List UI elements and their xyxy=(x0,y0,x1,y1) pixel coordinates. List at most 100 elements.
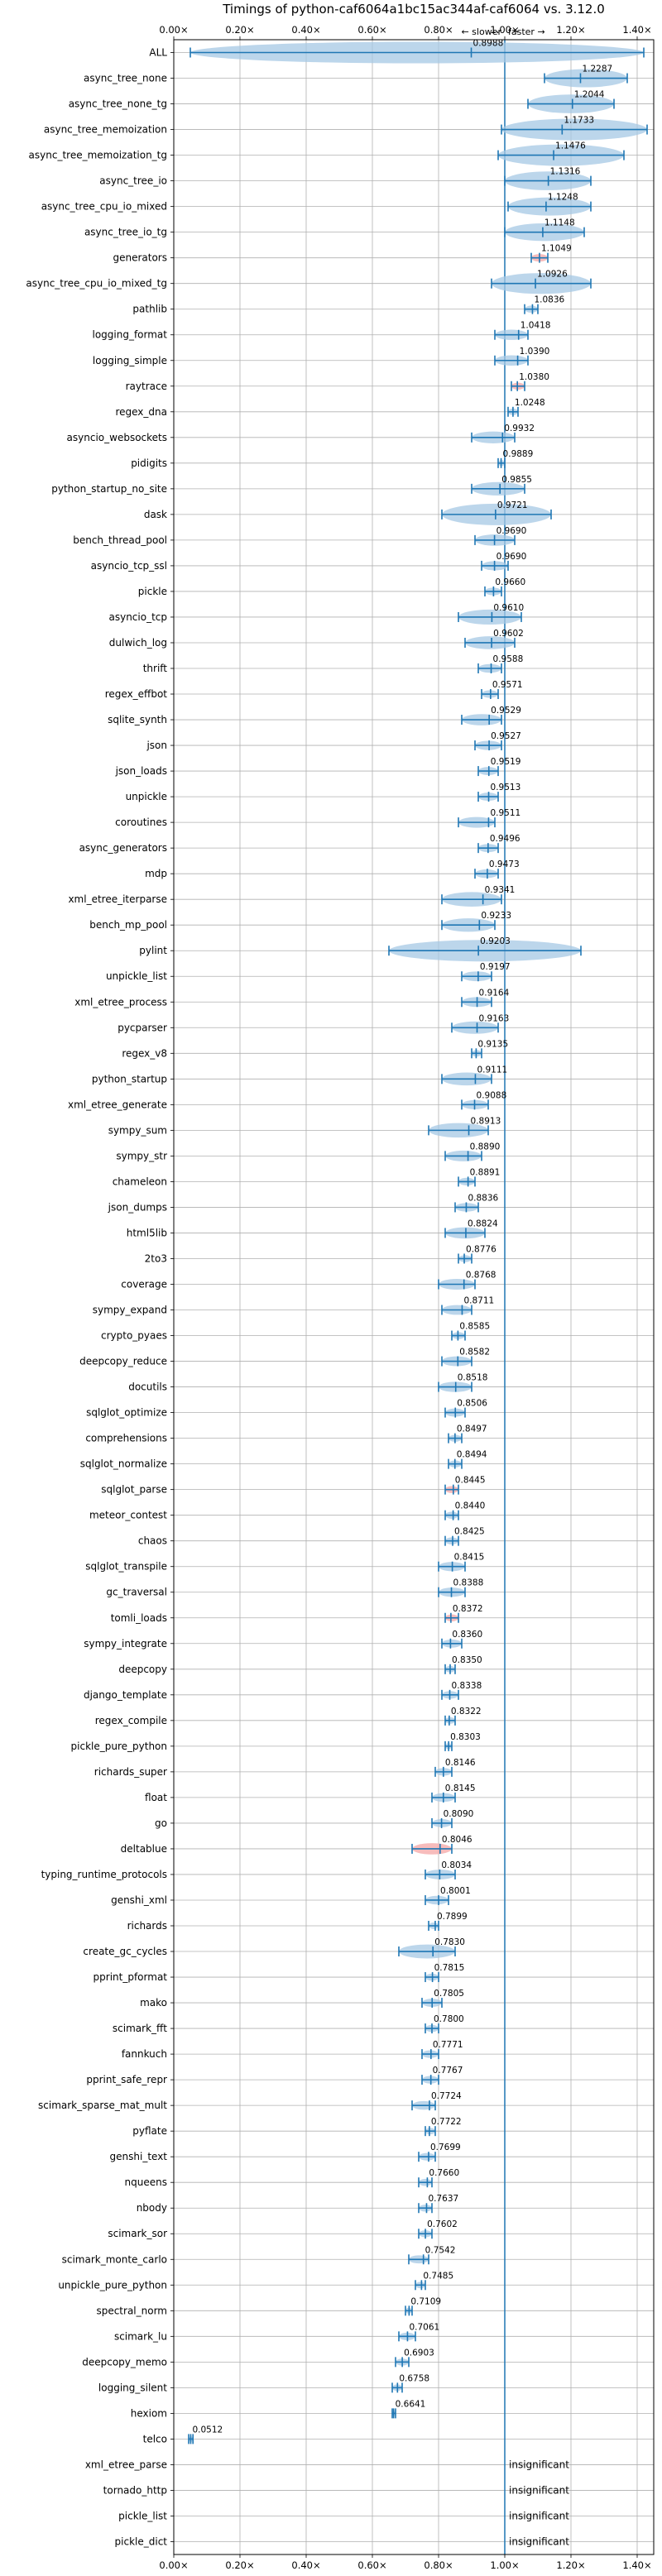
value-label: 1.1148 xyxy=(544,218,575,228)
value-label: 0.9690 xyxy=(496,526,527,536)
value-label: 0.8146 xyxy=(445,1758,476,1768)
value-label: 0.9855 xyxy=(501,475,532,485)
value-label: 0.9511 xyxy=(490,808,520,818)
y-tick-label: deepcopy_reduce xyxy=(79,1356,167,1367)
value-label: 0.9602 xyxy=(493,629,524,639)
y-tick-label: nbody xyxy=(137,2202,167,2214)
value-label: 0.8776 xyxy=(466,1244,496,1254)
y-tick-label: async_tree_cpu_io_mixed_tg xyxy=(26,278,167,290)
y-tick-label: pprint_safe_repr xyxy=(86,2074,167,2085)
y-tick-label: async_tree_cpu_io_mixed xyxy=(41,201,167,213)
y-tick-label: nqueens xyxy=(125,2176,167,2188)
y-tick-label: chameleon xyxy=(113,1175,167,1187)
value-label: 0.7637 xyxy=(428,2194,458,2204)
y-tick-label: logging_format xyxy=(92,329,167,341)
value-label: 0.8824 xyxy=(468,1219,498,1228)
value-label: 1.0418 xyxy=(520,321,551,331)
y-tick-label: async_tree_memoization_tg xyxy=(29,150,167,161)
y-tick-label: asyncio_tcp xyxy=(108,611,167,623)
y-tick-label: typing_runtime_protocols xyxy=(41,1869,167,1880)
y-tick-label: sqlglot_parse xyxy=(101,1484,167,1496)
value-label: 0.9341 xyxy=(485,885,516,895)
y-tick-label: xml_etree_parse xyxy=(85,2459,167,2470)
x-tick-label-bottom: 0.20× xyxy=(225,2559,254,2571)
y-tick-label: regex_v8 xyxy=(122,1047,167,1059)
insignificant-label: insignificant xyxy=(509,2484,569,2496)
x-tick-label-bottom: 0.80× xyxy=(424,2559,453,2571)
y-tick-label: scimark_sor xyxy=(108,2228,167,2239)
value-label: 0.9690 xyxy=(496,552,527,562)
x-tick-label-bottom: 1.20× xyxy=(556,2559,585,2571)
y-tick-label: pickle xyxy=(138,586,167,597)
value-label: 0.0512 xyxy=(192,2425,223,2435)
value-label: 0.9571 xyxy=(492,680,523,690)
y-tick-label: spectral_norm xyxy=(96,2305,167,2316)
x-tick-label-top: 0.00× xyxy=(159,24,188,36)
value-label: 1.2044 xyxy=(574,90,605,100)
y-tick-label: pickle_dict xyxy=(115,2535,168,2547)
y-tick-label: scimark_sparse_mat_mult xyxy=(38,2100,167,2111)
y-tick-label: logging_simple xyxy=(93,355,167,366)
value-label: 0.7899 xyxy=(437,1912,468,1922)
value-label: 1.1733 xyxy=(564,116,594,126)
value-label: 0.6641 xyxy=(396,2399,426,2409)
value-label: 0.7815 xyxy=(434,1963,465,1973)
value-label: 0.7724 xyxy=(431,2091,462,2101)
value-label: 0.8506 xyxy=(457,1399,487,1409)
value-label: 1.0380 xyxy=(519,372,549,382)
value-label: 0.8711 xyxy=(463,1296,494,1306)
y-tick-label: regex_dna xyxy=(115,406,167,418)
value-label: 0.9588 xyxy=(493,654,524,664)
y-tick-label: coverage xyxy=(121,1278,167,1290)
value-label: 0.9519 xyxy=(491,757,521,767)
value-label: 0.7602 xyxy=(427,2219,458,2229)
value-label: 0.8338 xyxy=(452,1681,482,1691)
value-label: 0.6903 xyxy=(404,2348,434,2358)
x-tick-label-bottom: 0.00× xyxy=(159,2559,188,2571)
value-label: 0.8585 xyxy=(459,1322,490,1332)
y-tick-label: django_template xyxy=(84,1689,167,1701)
value-label: 0.8350 xyxy=(452,1655,482,1665)
value-label: 0.7485 xyxy=(423,2271,453,2281)
y-tick-label: sqlglot_transpile xyxy=(85,1561,167,1573)
y-tick-label: bench_mp_pool xyxy=(89,919,167,931)
value-label: 0.8303 xyxy=(450,1732,481,1742)
y-tick-label: pylint xyxy=(139,945,167,956)
y-tick-label: sympy_sum xyxy=(108,1124,167,1136)
value-label: 0.8518 xyxy=(458,1373,488,1383)
value-label: 0.8090 xyxy=(444,1809,474,1819)
y-tick-label: tomli_loads xyxy=(111,1612,167,1624)
y-tick-label: logging_silent xyxy=(98,2382,167,2393)
y-tick-label: go xyxy=(155,1817,167,1829)
y-tick-label: regex_effbot xyxy=(105,688,168,700)
y-tick-label: generators xyxy=(113,252,167,264)
value-label: 0.8890 xyxy=(470,1142,501,1152)
y-tick-label: unpickle_pure_python xyxy=(58,2279,167,2291)
value-label: 0.6758 xyxy=(399,2373,429,2383)
value-label: 0.9135 xyxy=(477,1039,508,1049)
value-label: 0.9721 xyxy=(497,500,528,510)
value-label: 0.7805 xyxy=(434,1989,464,1999)
y-tick-label: sqlite_synth xyxy=(108,714,167,725)
y-tick-label: ALL xyxy=(149,47,167,59)
y-tick-label: richards_super xyxy=(94,1766,167,1778)
y-tick-label: 2to3 xyxy=(145,1252,167,1264)
value-label: 0.9527 xyxy=(491,731,521,741)
y-tick-label: scimark_monte_carlo xyxy=(62,2253,167,2265)
plot-frame xyxy=(173,39,655,2555)
y-tick-label: async_tree_io_tg xyxy=(84,227,167,238)
y-tick-label: deepcopy_memo xyxy=(82,2356,167,2368)
value-label: 1.0390 xyxy=(520,347,550,357)
y-tick-label: json_loads xyxy=(115,765,167,777)
value-label: 0.8445 xyxy=(455,1476,486,1486)
value-label: 0.7061 xyxy=(409,2322,439,2332)
value-label: 1.0248 xyxy=(515,398,545,408)
value-label: 0.8388 xyxy=(453,1578,484,1588)
value-label: 0.8425 xyxy=(454,1527,485,1537)
x-tick-label-top: 0.20× xyxy=(225,24,254,36)
x-tick-label-bottom: 0.40× xyxy=(291,2559,320,2571)
value-label: 0.8836 xyxy=(468,1193,498,1203)
y-tick-label: deltablue xyxy=(121,1843,167,1855)
y-tick-label: scimark_lu xyxy=(114,2330,167,2342)
